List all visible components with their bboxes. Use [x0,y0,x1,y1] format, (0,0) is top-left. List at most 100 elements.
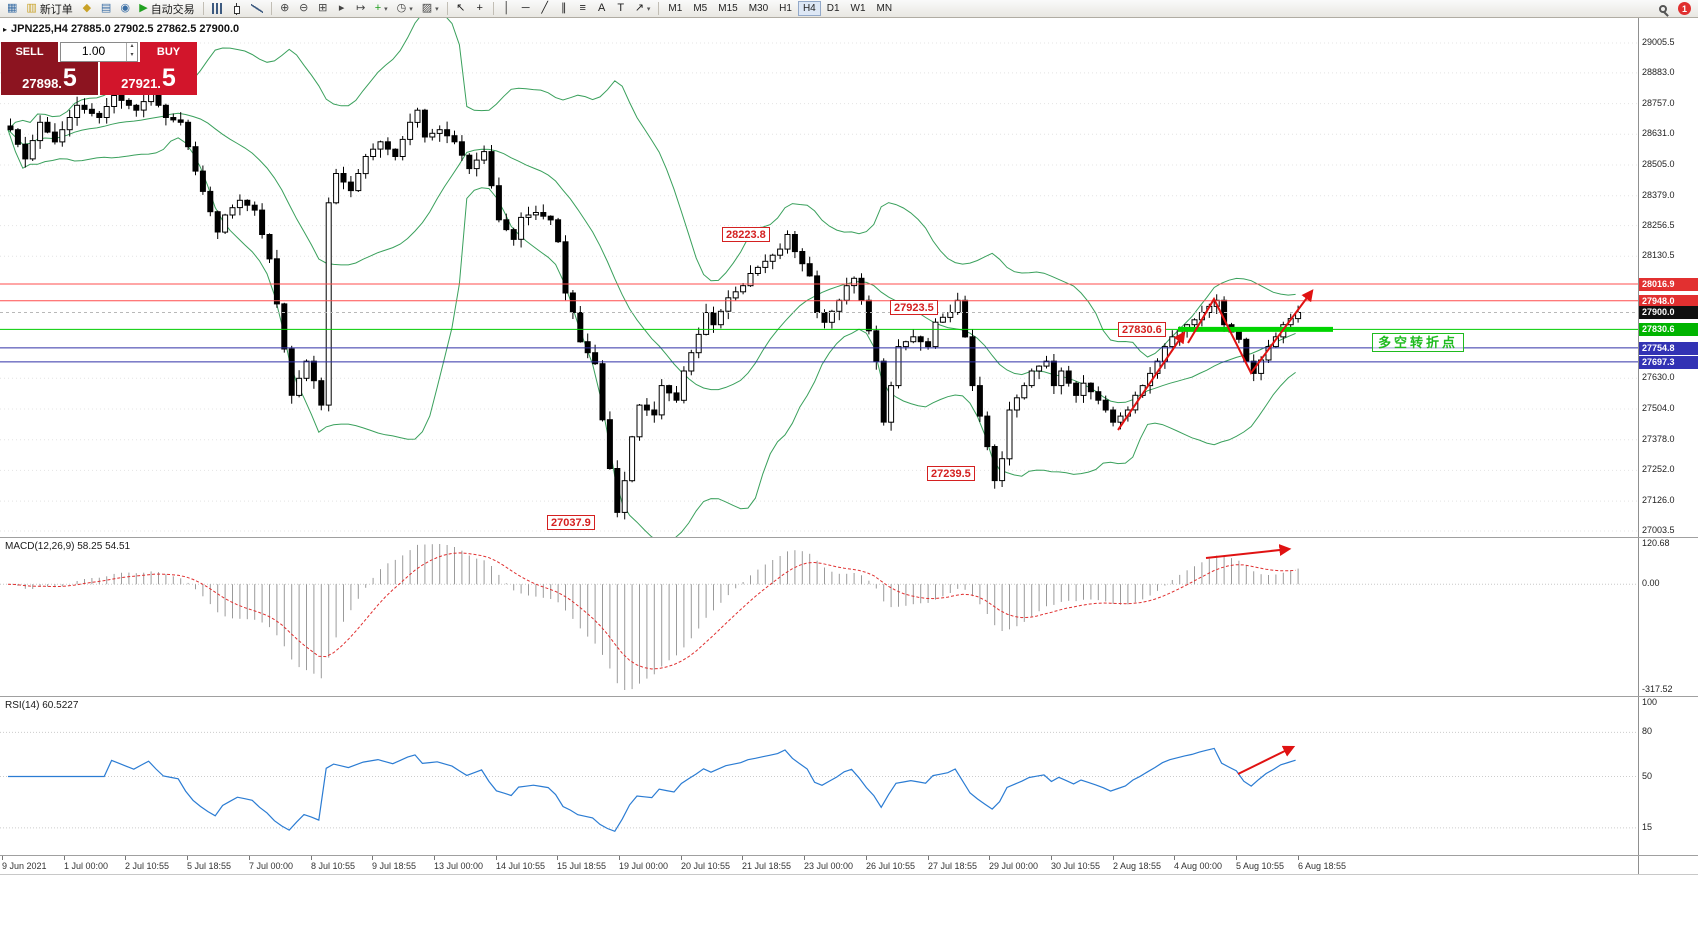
buy-price-int: 27921. [121,76,161,91]
symbol-info: ▸ JPN225,H4 27885.0 27902.5 27862.5 2790… [3,23,239,35]
buy-price[interactable]: 27921. 5 [100,62,197,95]
time-axis-tick [2,856,3,860]
timeframe-button-m5[interactable]: M5 [693,3,708,14]
main-chart-canvas[interactable] [0,18,1638,537]
trendline-icon[interactable]: ╱ [536,1,554,17]
timeframe-button-h1[interactable]: H1 [779,3,792,14]
timeframes-menu-button[interactable]: ◷ ▾ [393,1,417,17]
price-axis-tag: 27830.6 [1639,323,1698,337]
price-axis-label: 27252.0 [1642,464,1675,475]
text-icon[interactable]: A [593,1,611,17]
zoom-out-icon[interactable]: ⊖ [295,1,313,17]
equidistant-channel-icon[interactable]: ∥ [555,1,573,17]
timeframe-button-m15[interactable]: M15 [718,3,738,14]
chart-shift-icon[interactable]: ↦ [352,1,370,17]
price-callout-label[interactable]: 28223.8 [722,227,770,242]
price-callout-label[interactable]: 27923.5 [890,300,938,315]
search-icon [1659,4,1667,13]
buy-button[interactable]: BUY [140,42,197,62]
price-axis-label: 28757.0 [1642,97,1675,108]
candlestick-icon[interactable] [228,1,246,17]
market-depth-icon[interactable]: ▤ [97,1,115,17]
chart-shift-marker: ▸ [3,24,8,34]
search-icon[interactable] [1655,1,1675,17]
auto-scroll-icon[interactable]: ▸ [333,1,351,17]
bar-chart-icon[interactable] [208,1,227,17]
macd-panel-canvas[interactable] [0,538,1638,696]
toolbar-separator [202,2,204,15]
macd-axis-label: -317.52 [1642,684,1673,694]
autotrading-button-label: 自动交易 [150,3,195,16]
panel-separator[interactable] [0,537,1698,538]
text-label-icon[interactable]: T [612,1,630,17]
sound-icon[interactable]: ◉ [116,1,134,17]
arrows-menu-button[interactable]: ↗ ▾ [631,1,655,17]
cursor-icon[interactable]: ↖ [452,1,470,17]
horizontal-line-icon-glyph: ─ [521,2,530,14]
autotrading-button[interactable]: ▶ 自动交易 [135,1,198,17]
price-callout-label[interactable]: 27239.5 [927,466,975,481]
price-callout-label[interactable]: 27830.6 [1118,322,1166,337]
volume-down-button[interactable]: ▾ [130,52,134,58]
line-chart-icon [250,3,263,14]
add-indicator-button-glyph: + [374,2,382,14]
volume-value[interactable]: 1.00 [81,44,106,58]
trendline-icon-glyph: ╱ [541,2,548,14]
time-axis-tick [64,856,65,860]
time-axis-label: 9 Jun 2021 [2,861,47,871]
time-axis-tick [125,856,126,860]
price-axis-label: 28631.0 [1642,128,1675,139]
templates-menu-button[interactable]: ▨ ▾ [418,1,443,17]
new-order-button-label: 新订单 [39,3,73,16]
macd-axis-label: 120.68 [1642,538,1670,548]
toolbar-separator [446,2,448,15]
volume-up-button[interactable]: ▴ [130,43,134,49]
panel-separator[interactable] [0,696,1698,697]
templates-menu-button-glyph: ▨ [421,2,433,14]
toolbar-separator [492,2,494,15]
volume-input[interactable]: 1.00 ▴ ▾ [60,42,138,62]
add-indicator-button[interactable]: + ▾ [371,1,392,17]
timeframe-button-w1[interactable]: W1 [850,3,866,14]
vertical-line-icon[interactable]: │ [498,1,516,17]
price-axis-label: 27504.0 [1642,403,1675,413]
notification-badge[interactable]: 1 [1678,2,1691,15]
sell-price-frac: 5 [62,64,77,92]
zoom-in-icon[interactable]: ⊕ [276,1,294,17]
time-axis-label: 9 Jul 18:55 [372,861,417,871]
sell-button[interactable]: SELL [1,42,58,62]
price-axis-tag: 27900.0 [1639,306,1698,320]
alert-icon-glyph: ◆ [82,2,92,14]
new-order-button[interactable]: ▥ 新订单 [22,1,76,17]
price-axis[interactable]: 29005.5 28883.0 28757.0 28631.0 28505.0 28379… [1638,18,1698,874]
price-axis-label: 28130.5 [1642,250,1675,261]
new-chart-icon[interactable]: ▦ [3,1,21,17]
crosshair-icon[interactable]: + [471,1,489,17]
timeframe-button-m1[interactable]: M1 [668,3,683,14]
line-chart-icon[interactable] [247,1,267,17]
time-axis-label: 26 Jul 10:55 [866,861,916,871]
timeframe-button-m30[interactable]: M30 [748,3,769,14]
bull-bear-turning-point-note[interactable]: 多空转折点 [1372,333,1465,352]
horizontal-line-icon[interactable]: ─ [517,1,535,17]
time-axis-tick [928,856,929,860]
timeframe-button-h4[interactable]: H4 [797,1,821,16]
bollinger-bands-layer [7,18,1296,537]
time-axis-label: 2 Aug 18:55 [1113,861,1162,871]
sell-price[interactable]: 27898. 5 [1,62,98,95]
timeframe-button-mn[interactable]: MN [876,3,893,14]
price-axis-label: 27378.0 [1642,433,1675,444]
time-axis-tick [187,856,188,860]
alert-icon[interactable]: ◆ [78,1,96,17]
chart-shift-icon-glyph: ↦ [356,2,366,14]
volume-steppers: ▴ ▾ [126,43,137,61]
rsi-panel-canvas[interactable] [0,697,1638,855]
price-callout-label[interactable]: 27037.9 [547,515,595,530]
rsi-line [8,747,1296,833]
crosshair-icon-glyph: + [476,2,483,14]
tile-windows-icon[interactable]: ⊞ [314,1,332,17]
time-axis[interactable]: 9 Jun 2021 1 Jul 00:00 2 Jul 10:55 5 Jul 18… [0,855,1638,874]
fibonacci-icon[interactable]: ≡ [574,1,592,17]
timeframe-button-d1[interactable]: D1 [826,3,840,14]
time-axis-label: 6 Aug 18:55 [1298,861,1347,871]
